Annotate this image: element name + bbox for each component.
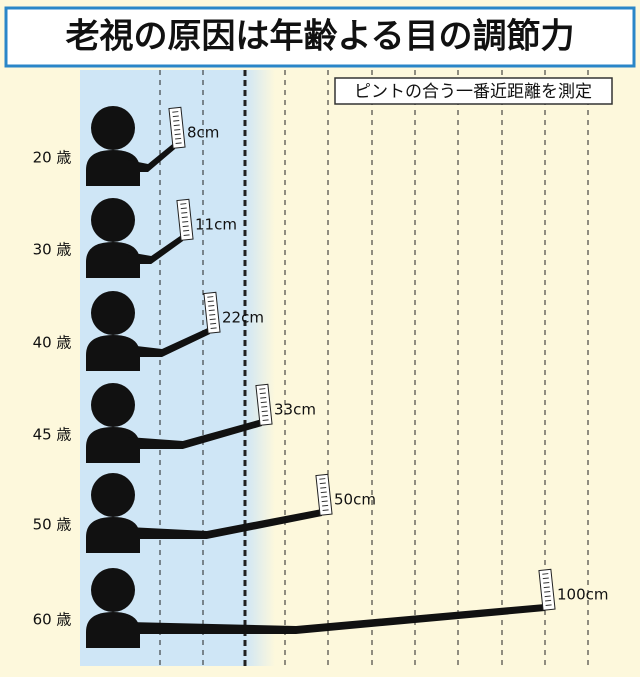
- row: 20 歳 8cm: [33, 106, 219, 186]
- card: [315, 473, 333, 516]
- card: [538, 568, 556, 611]
- age-label: 40 歳: [33, 334, 72, 352]
- card-text-line: [545, 604, 552, 607]
- card-text-line: [180, 203, 187, 205]
- title-box: [4, 6, 636, 68]
- arm: [128, 509, 322, 539]
- head: [91, 473, 135, 517]
- subtitle-box: [334, 77, 613, 105]
- card-text-line: [262, 419, 269, 422]
- card-text-line: [321, 500, 328, 503]
- card-text-line: [181, 212, 188, 214]
- body: [86, 335, 140, 371]
- rows: 20 歳 8cm 30 歳 11cm 40 歳 22cm 45 歳 33cm 50 歳 50cm 6…: [33, 106, 609, 648]
- card-text-line: [182, 225, 189, 228]
- card-text-line: [175, 142, 182, 145]
- age-label: 20 歳: [33, 149, 72, 167]
- card-text-line: [544, 590, 551, 593]
- body: [86, 150, 140, 186]
- age-label: 30 歳: [33, 241, 72, 259]
- card-text-line: [260, 397, 267, 399]
- card-text-line: [173, 120, 180, 122]
- card-text-line: [320, 491, 327, 494]
- card-text-line: [545, 599, 552, 602]
- distance-label: 11cm: [195, 216, 237, 234]
- arm: [128, 419, 262, 449]
- distance-label: 100cm: [557, 586, 609, 604]
- age-label: 50 歳: [33, 516, 72, 534]
- distance-label: 50cm: [334, 491, 376, 509]
- card-text-line: [182, 220, 189, 223]
- card-text-line: [544, 595, 551, 598]
- head: [91, 106, 135, 150]
- card-text-line: [321, 495, 328, 498]
- card-text-line: [181, 216, 188, 219]
- arm: [128, 234, 183, 264]
- card-text-line: [174, 128, 181, 131]
- card-text-line: [172, 115, 179, 118]
- distance-label: 22cm: [222, 309, 264, 327]
- subtitle: ピントの合う一番近距離を測定: [354, 82, 592, 102]
- arm: [128, 604, 545, 634]
- body: [86, 517, 140, 553]
- age-label: 45 歳: [33, 426, 72, 444]
- card-text-line: [180, 207, 187, 210]
- row: 45 歳 33cm: [33, 383, 316, 463]
- card: [255, 383, 273, 426]
- card-text-line: [261, 410, 268, 413]
- head: [91, 568, 135, 612]
- card: [203, 291, 221, 334]
- card-text-line: [183, 229, 190, 232]
- card-text-line: [320, 487, 327, 489]
- card-text-line: [173, 124, 180, 127]
- row: 60 歳 100cm: [33, 568, 609, 648]
- arm: [128, 142, 175, 172]
- card-text-line: [259, 388, 266, 390]
- body: [86, 612, 140, 648]
- head: [91, 291, 135, 335]
- body: [86, 427, 140, 463]
- card-text-line: [319, 482, 326, 485]
- card-text-line: [543, 582, 550, 584]
- card-text-line: [210, 322, 217, 325]
- distance-label: 33cm: [274, 401, 316, 419]
- card-text-line: [319, 478, 326, 480]
- row: 50 歳 50cm: [33, 473, 376, 553]
- head: [91, 383, 135, 427]
- card-text-line: [209, 318, 216, 321]
- row: 30 歳 11cm: [33, 198, 237, 278]
- card-text-line: [259, 392, 266, 395]
- arm: [128, 327, 210, 357]
- card-text-line: [207, 300, 214, 303]
- card-text-line: [543, 586, 550, 589]
- card-text-line: [542, 573, 549, 575]
- card-text-line: [208, 309, 215, 312]
- card-text-line: [542, 577, 549, 580]
- card-text-line: [322, 509, 329, 512]
- card-text-line: [210, 327, 217, 330]
- card-text-line: [260, 401, 267, 404]
- zone-fade: [245, 70, 275, 666]
- body: [86, 242, 140, 278]
- card-text-line: [322, 504, 329, 507]
- card: [176, 198, 194, 241]
- card-text-line: [262, 414, 269, 417]
- card-text-line: [175, 137, 182, 140]
- card-text-line: [172, 111, 179, 113]
- card-text-line: [261, 405, 268, 408]
- card-text-line: [174, 133, 181, 136]
- age-label: 60 歳: [33, 611, 72, 629]
- card-text-line: [209, 313, 216, 316]
- head: [91, 198, 135, 242]
- title: 老視の原因は年齢よる目の調節力: [66, 17, 575, 57]
- card-text-line: [183, 234, 190, 237]
- card-text-line: [208, 305, 215, 307]
- row: 40 歳 22cm: [33, 291, 264, 371]
- card: [168, 106, 186, 149]
- card-text-line: [207, 296, 214, 298]
- distance-label: 8cm: [187, 124, 219, 142]
